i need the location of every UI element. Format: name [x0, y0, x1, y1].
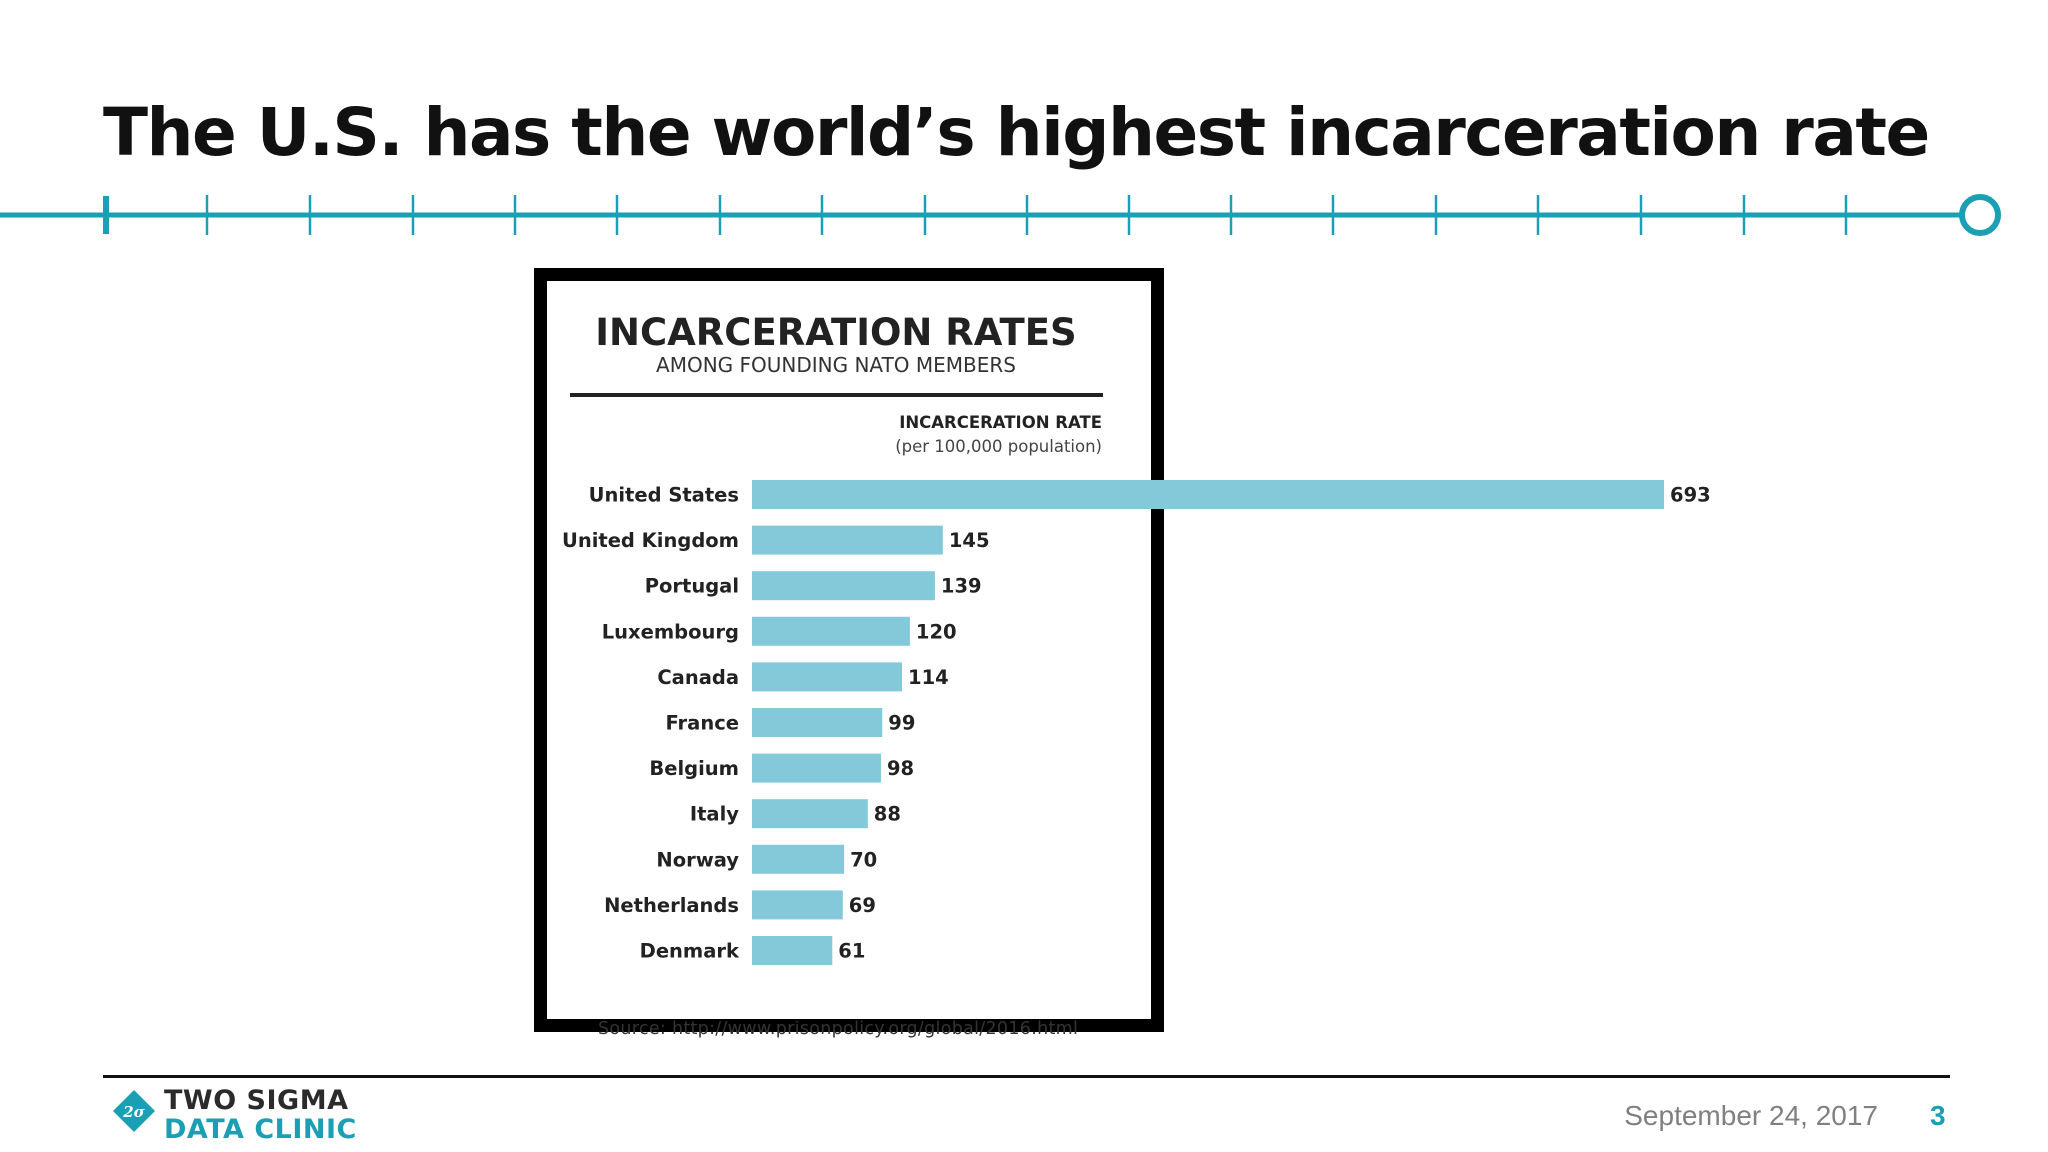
value-axis-label: INCARCERATION RATE [899, 413, 1102, 432]
category-label: Canada [657, 666, 739, 689]
chart-title: INCARCERATION RATES [595, 311, 1076, 354]
value-axis-unit: (per 100,000 population) [895, 437, 1102, 456]
bar-value-label: 69 [849, 894, 876, 917]
bar [752, 753, 881, 783]
logo-diamond-icon: 2σ [113, 1090, 155, 1132]
bar [752, 799, 868, 829]
bar-value-label: 145 [949, 529, 990, 552]
category-label: Luxembourg [602, 620, 739, 643]
chart-source-note: Source: http://www.prisonpolicy.org/glob… [598, 1019, 1079, 1039]
bar-value-label: 120 [916, 620, 957, 643]
category-label: France [665, 712, 739, 735]
category-label: Italy [690, 803, 739, 826]
category-label: Norway [656, 848, 739, 871]
category-label: Denmark [640, 940, 740, 963]
timeline-ticks [205, 195, 1848, 235]
bar-value-label: 99 [888, 712, 915, 735]
slide-title: The U.S. has the world’s highest incarce… [103, 94, 1930, 171]
category-label: United States [589, 484, 739, 507]
category-label: Netherlands [604, 894, 739, 917]
category-label: United Kingdom [562, 529, 739, 552]
chart-subtitle: AMONG FOUNDING NATO MEMBERS [656, 353, 1016, 377]
category-label: Portugal [645, 575, 739, 598]
bar-value-label: 88 [874, 803, 901, 826]
timeline-decoration [0, 194, 2001, 236]
logo-line1: TWO SIGMA [164, 1085, 349, 1116]
bar-value-label: 70 [850, 848, 877, 871]
timeline-end-circle [1959, 194, 2001, 236]
bar [752, 890, 843, 920]
bar [752, 844, 845, 874]
bar-value-label: 61 [838, 940, 865, 963]
bar [752, 525, 943, 555]
bar-value-label: 693 [1670, 484, 1711, 507]
bar [752, 480, 1664, 509]
slide-date: September 24, 2017 [1624, 1100, 1878, 1131]
bar-value-label: 139 [941, 575, 982, 598]
bar [752, 662, 903, 692]
bar [752, 936, 833, 965]
bar-value-label: 98 [887, 757, 914, 780]
bars-group: United States 693 United Kingdom 145 Portuga… [562, 480, 1711, 965]
bar [752, 571, 935, 601]
logo-line2: DATA CLINIC [164, 1114, 357, 1145]
bar [752, 616, 910, 646]
slide-page-number: 3 [1930, 1100, 1946, 1131]
footer-rule [103, 1075, 1950, 1078]
bar-value-label: 114 [908, 666, 949, 689]
chart-title-rule [570, 393, 1103, 397]
bar [752, 708, 883, 737]
logo-mark-text: 2σ [122, 1103, 145, 1121]
category-label: Belgium [649, 757, 739, 780]
